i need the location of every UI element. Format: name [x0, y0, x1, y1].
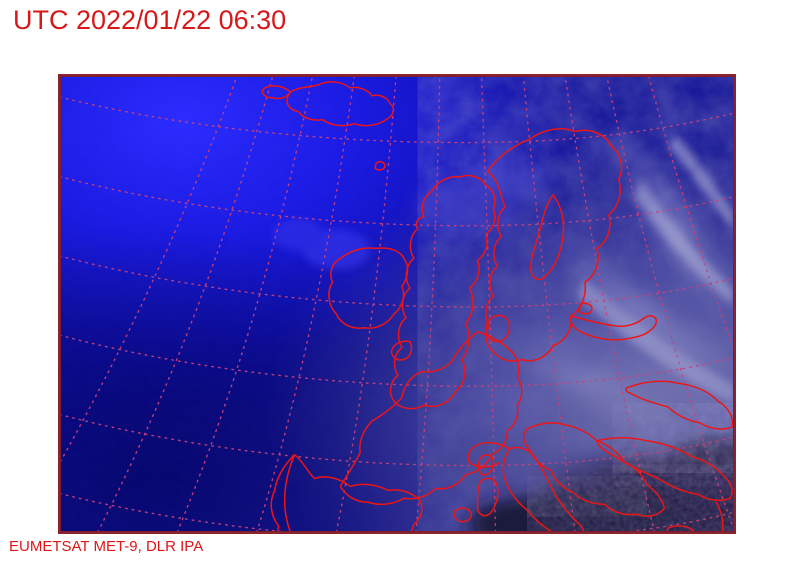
coastline-scandinavia	[485, 128, 623, 362]
page-title: UTC 2022/01/22 06:30	[13, 5, 287, 35]
coastline-balearics	[453, 507, 473, 523]
coastline-gotland	[578, 302, 593, 315]
coastline-western-europe	[339, 331, 523, 506]
coastline-iberia	[270, 453, 423, 532]
coastline-italy-north	[467, 441, 511, 468]
coastline-italy	[502, 446, 585, 532]
coastlines	[261, 81, 734, 532]
coastline-iceland-nw-fjords	[261, 85, 292, 100]
satellite-image-frame	[58, 74, 736, 534]
credit-label: EUMETSAT MET-9, DLR IPA	[9, 538, 204, 555]
coastline-baltic	[569, 315, 658, 341]
coastline-denmark	[485, 314, 511, 343]
coastline-turkey	[596, 437, 733, 502]
coastline-gulf-of-bothnia	[530, 194, 565, 280]
graticule	[60, 76, 734, 532]
coastline-portugal-west	[283, 453, 296, 532]
coastline-sardinia	[476, 477, 499, 517]
image-noise	[60, 76, 734, 532]
coastline-black-sea	[625, 380, 734, 430]
coastline-balkans	[522, 422, 666, 517]
sat-inner-border	[60, 76, 734, 532]
coastline-cyprus	[666, 525, 695, 532]
coastline-corsica	[477, 454, 495, 476]
coastline-ireland	[328, 247, 409, 329]
coastline-iceland	[286, 81, 395, 127]
satellite-image	[60, 76, 734, 532]
coastline-great-britain	[389, 174, 496, 410]
coastline-levant	[715, 501, 724, 532]
coastline-gb-wales-bay	[390, 340, 413, 361]
coastline-faroe	[374, 161, 386, 171]
